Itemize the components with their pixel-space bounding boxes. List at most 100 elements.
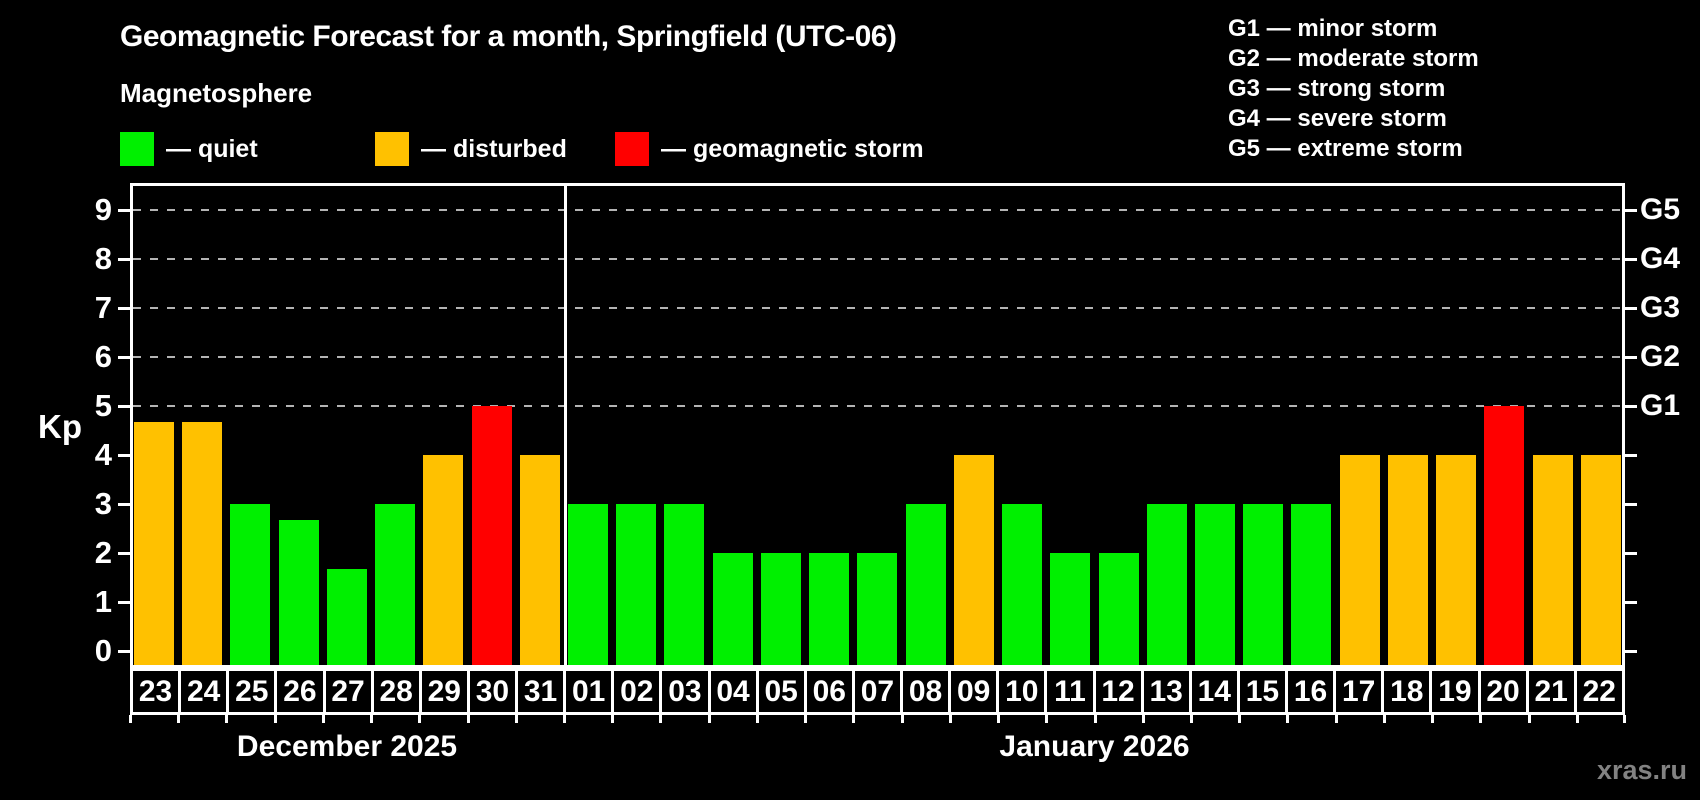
- day-boundary-tick: [129, 715, 132, 723]
- day-label-07: 07: [855, 671, 903, 712]
- day-label-16: 16: [1288, 671, 1337, 712]
- day-label-15: 15: [1240, 671, 1288, 712]
- day-label-13: 13: [1144, 671, 1192, 712]
- day-boundary-tick: [901, 715, 904, 723]
- bar-day-30: [472, 406, 512, 668]
- month-label-0: December 2025: [236, 730, 458, 763]
- day-label-19: 19: [1432, 671, 1481, 712]
- day-label-14: 14: [1192, 671, 1240, 712]
- right-axis-label-g5: G5: [1640, 193, 1681, 226]
- right-axis-tick: [1625, 306, 1637, 310]
- day-boundary-tick: [756, 715, 759, 723]
- day-label-21: 21: [1529, 671, 1577, 712]
- day-label-28: 28: [374, 671, 422, 712]
- day-boundary-tick: [804, 715, 807, 723]
- day-boundary-tick: [1479, 715, 1482, 723]
- day-boundary-tick: [1286, 715, 1289, 723]
- quiet-color-swatch: [120, 132, 154, 166]
- bar-day-31: [520, 455, 560, 668]
- legend-item-disturbed: — disturbed: [375, 132, 567, 166]
- legend-label-disturbed: — disturbed: [421, 134, 567, 163]
- day-label-26: 26: [277, 671, 326, 712]
- day-boundary-tick: [1238, 715, 1241, 723]
- y-axis-label-1: 1: [94, 584, 112, 619]
- day-label-31: 31: [518, 671, 567, 712]
- y-axis-label-4: 4: [94, 437, 112, 472]
- day-label-22: 22: [1582, 675, 1616, 708]
- day-boundary-tick: [1576, 715, 1579, 723]
- bar-day-14: [1195, 504, 1235, 668]
- right-axis-label-g2: G2: [1640, 340, 1681, 373]
- gridline-kp9: [133, 209, 1622, 211]
- day-label-08: 08: [903, 671, 952, 712]
- bar-day-04: [713, 553, 753, 668]
- y-axis-tick: [118, 600, 130, 604]
- bar-day-15: [1243, 504, 1283, 668]
- g-scale-legend: G1 — minor storm G2 — moderate storm G3 …: [1228, 14, 1479, 164]
- day-boundary-tick: [1190, 715, 1193, 723]
- day-boundary-tick: [1045, 715, 1048, 723]
- y-axis-label-5: 5: [94, 388, 112, 423]
- bar-day-01: [568, 504, 608, 668]
- bar-day-27: [327, 569, 367, 668]
- g-scale-legend-line-g4: G4 — severe storm: [1228, 105, 1447, 132]
- watermark: xras.ru: [1596, 755, 1687, 785]
- day-label-20: 20: [1481, 671, 1529, 712]
- day-label-row: 23 24 25 26 27 28 29 30 31 01 02 03 04 05 06 07 08 09 10 11…: [130, 668, 1625, 715]
- g-scale-legend-line-g5: G5 — extreme storm: [1228, 135, 1463, 162]
- right-axis-tick: [1625, 208, 1637, 212]
- right-axis-tick: [1625, 551, 1637, 555]
- day-boundary-tick: [322, 715, 325, 723]
- gridline-kp6: [133, 356, 1622, 358]
- bar-day-19: [1436, 455, 1476, 668]
- day-boundary-tick: [852, 715, 855, 723]
- day-label-09: 09: [951, 671, 1000, 712]
- day-boundary-tick: [418, 715, 421, 723]
- right-axis-tick: [1625, 600, 1637, 604]
- y-axis-tick: [118, 502, 130, 506]
- day-label-04: 04: [711, 671, 759, 712]
- bar-day-20: [1484, 406, 1524, 668]
- day-label-03: 03: [662, 671, 711, 712]
- day-label-27: 27: [326, 671, 374, 712]
- legend-label-storm: — geomagnetic storm: [661, 134, 924, 163]
- bar-day-10: [1002, 504, 1042, 668]
- g-scale-legend-line-g3: G3 — strong storm: [1228, 75, 1446, 102]
- y-axis-label-8: 8: [94, 241, 112, 276]
- bar-day-25: [230, 504, 270, 668]
- g-scale-legend-line-g2: G2 — moderate storm: [1228, 45, 1479, 72]
- disturbed-color-swatch: [375, 132, 409, 166]
- right-axis-label-g4: G4: [1640, 242, 1681, 275]
- day-label-02: 02: [614, 671, 663, 712]
- y-axis-tick: [118, 453, 130, 457]
- day-label-06: 06: [807, 671, 855, 712]
- legend-item-storm: — geomagnetic storm: [615, 132, 924, 166]
- day-boundary-tick: [1431, 715, 1434, 723]
- bar-day-13: [1147, 504, 1187, 668]
- bar-day-06: [809, 553, 849, 668]
- bar-day-11: [1050, 553, 1090, 668]
- g-scale-legend-line-g1: G1 — minor storm: [1228, 15, 1438, 42]
- day-boundary-tick: [1142, 715, 1145, 723]
- bar-day-21: [1533, 455, 1573, 668]
- storm-color-swatch: [615, 132, 649, 166]
- gridline-kp7: [133, 307, 1622, 309]
- day-boundary-tick: [177, 715, 180, 723]
- right-axis-tick: [1625, 355, 1637, 359]
- bar-day-05: [761, 553, 801, 668]
- bar-day-23: [134, 422, 174, 668]
- y-axis-tick: [118, 355, 130, 359]
- day-label-24: 24: [181, 671, 230, 712]
- day-boundary-tick: [708, 715, 711, 723]
- bar-day-24: [182, 422, 222, 668]
- y-axis-label-3: 3: [94, 486, 112, 521]
- bar-day-16: [1291, 504, 1331, 668]
- right-axis-tick: [1625, 502, 1637, 506]
- day-label-12: 12: [1096, 671, 1144, 712]
- bar-day-17: [1340, 455, 1380, 668]
- y-axis-tick: [118, 208, 130, 212]
- right-axis-tick: [1625, 453, 1637, 457]
- bar-day-18: [1388, 455, 1428, 668]
- day-label-23: 23: [133, 671, 182, 712]
